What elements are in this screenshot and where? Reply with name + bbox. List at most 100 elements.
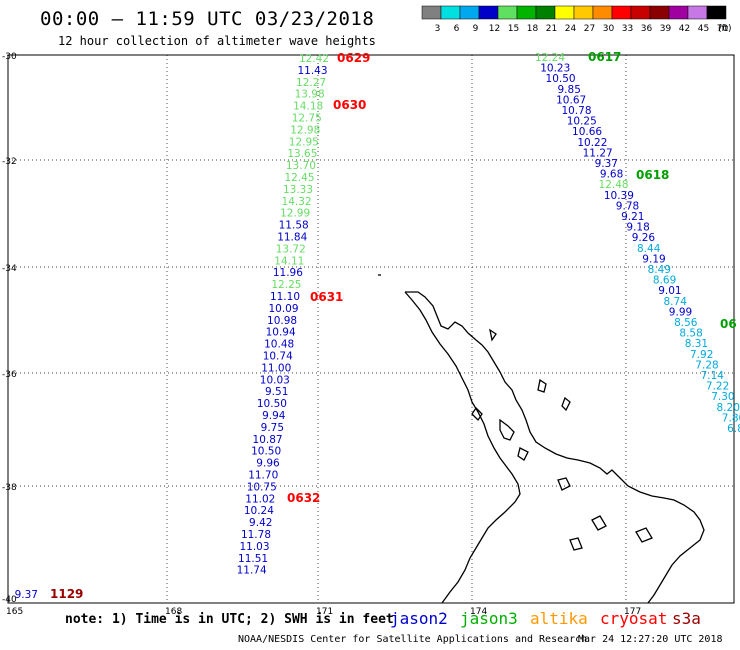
wave-height-value: 11.03 — [239, 541, 269, 553]
wave-height-value: 9.01 — [658, 285, 681, 297]
wave-height-value: 8.74 — [664, 296, 688, 308]
lat-lon-grid: -30 -32 -34 -36 -38 -40 165 168 171 174 177 — [2, 52, 734, 617]
generation-timestamp: Mar 24 12:27:20 UTC 2018 — [578, 634, 723, 645]
legend-label: 15 — [508, 24, 519, 34]
legend-unit: (ft) — [718, 24, 732, 34]
wave-height-value: 11.58 — [279, 220, 309, 232]
legend-label: 18 — [527, 24, 539, 34]
satellite-jason3: jason3 — [460, 609, 518, 628]
wave-height-value: 11.43 — [297, 65, 327, 77]
time-mark-label: 06 — [720, 317, 737, 331]
wave-height-value: 9.94 — [262, 410, 286, 422]
time-mark-label: 0632 — [287, 491, 320, 505]
wave-height-value: 11.78 — [241, 529, 271, 541]
legend-swatch — [687, 5, 708, 20]
legend-swatch — [573, 5, 594, 20]
wave-height-value: 9.42 — [249, 517, 272, 529]
wave-height-value: 11.74 — [237, 565, 267, 577]
wave-height-value: 10.75 — [247, 481, 277, 493]
wave-height-value: 7.92 — [690, 349, 713, 361]
legend-swatch — [440, 5, 461, 20]
wave-height-value: 9.96 — [256, 458, 280, 470]
wave-height-value: 9.99 — [669, 306, 692, 318]
map-frame — [7, 54, 735, 604]
satellite-cryosat: cryosat — [600, 609, 668, 628]
coastline — [378, 274, 705, 604]
wave-height-value: 9.68 — [600, 169, 623, 181]
satellite-jason2: jason2 — [390, 609, 448, 628]
legend-swatch — [668, 5, 689, 20]
wave-height-value: 10.48 — [264, 339, 294, 351]
wave-height-value: 9.21 — [621, 211, 644, 223]
wave-height-value: 12.27 — [296, 77, 326, 89]
wave-height-value: 10.94 — [266, 327, 296, 339]
color-legend: 3 6 9 12 15 18 21 24 27 30 33 36 39 42 45 70(ft) — [421, 5, 732, 34]
lon-label: 171 — [316, 607, 333, 617]
lat-label: -36 — [2, 370, 17, 380]
wave-height-value: 8.58 — [679, 328, 702, 340]
legend-label: 12 — [489, 24, 500, 34]
time-mark-label: 0618 — [636, 168, 669, 182]
wave-height-value: 12.45 — [284, 172, 314, 184]
legend-label: 9 — [473, 24, 479, 34]
legend-swatch — [421, 5, 442, 20]
lon-label: 177 — [624, 607, 641, 617]
map-subtitle: 12 hour collection of altimeter wave hei… — [58, 34, 376, 48]
wave-height-value: 10.39 — [604, 190, 634, 202]
legend-label: 45 — [698, 24, 709, 34]
legend-label: 27 — [584, 24, 595, 34]
wave-height-value: 10.87 — [253, 434, 283, 446]
legend-label: 6 — [454, 24, 460, 34]
wave-height-value: 13.65 — [287, 148, 317, 160]
wave-height-value: 10.25 — [567, 116, 597, 128]
wave-height-value: 6.80 — [727, 423, 740, 435]
legend-swatch — [554, 5, 575, 20]
wave-height-value: 8.44 — [637, 243, 661, 255]
wave-height-value: 11.84 — [277, 232, 307, 244]
wave-height-value: 11.70 — [248, 470, 278, 482]
wave-height-value: 14.32 — [282, 196, 312, 208]
wave-height-value: 14.11 — [274, 255, 304, 267]
wave-height-value: 9.51 — [265, 386, 288, 398]
wave-height-value: 9.75 — [261, 422, 284, 434]
wave-height-value: 8.56 — [674, 317, 698, 329]
wave-height-value: 10.23 — [540, 63, 570, 75]
lat-label: -30 — [2, 52, 17, 62]
time-marks: 0629 0630 0631 0632 0617 0618 06 1129 — [50, 50, 737, 601]
wave-height-value: 10.50 — [257, 398, 287, 410]
wave-height-value: 13.98 — [295, 89, 325, 101]
wave-height-value: 8.31 — [685, 338, 708, 350]
time-mark-label: 0617 — [588, 50, 621, 64]
satellite-s3a: s3a — [672, 609, 701, 628]
wave-height-value: 14.18 — [293, 101, 323, 113]
wave-height-value: 11.96 — [273, 267, 303, 279]
map-title: 00:00 – 11:59 UTC 03/23/2018 — [40, 8, 375, 30]
wave-height-value: 10.50 — [546, 73, 576, 85]
satellite-altika: altika — [530, 609, 588, 628]
wave-height-value: 10.03 — [260, 374, 290, 386]
legend-label: 39 — [660, 24, 672, 34]
legend-swatch — [459, 5, 480, 20]
wave-height-value: 11.00 — [261, 362, 291, 374]
lat-label: -38 — [2, 483, 17, 493]
wave-height-value: 10.50 — [251, 446, 281, 458]
wave-height-value: 13.70 — [286, 160, 316, 172]
legend-swatch — [478, 5, 499, 20]
legend-swatch — [630, 5, 651, 20]
legend-label: 3 — [435, 24, 441, 34]
wave-height-value: 12.48 — [599, 179, 629, 191]
wave-height-value: 8.49 — [648, 264, 671, 276]
wave-height-value: 9.18 — [626, 222, 649, 234]
wave-height-value: 9.37 — [595, 158, 618, 170]
wave-height-value: 9.85 — [558, 84, 581, 96]
wave-height-value: 7.30 — [711, 391, 734, 403]
legend-swatch — [497, 5, 518, 20]
legend-swatch — [516, 5, 537, 20]
legend-swatch — [706, 5, 727, 20]
wave-height-value: 9.78 — [616, 200, 639, 212]
wave-height-value: 7.80 — [722, 412, 740, 424]
time-mark-label: 0629 — [337, 51, 370, 65]
wave-height-value: 10.24 — [244, 505, 274, 517]
wave-height-value: 10.09 — [268, 303, 298, 315]
